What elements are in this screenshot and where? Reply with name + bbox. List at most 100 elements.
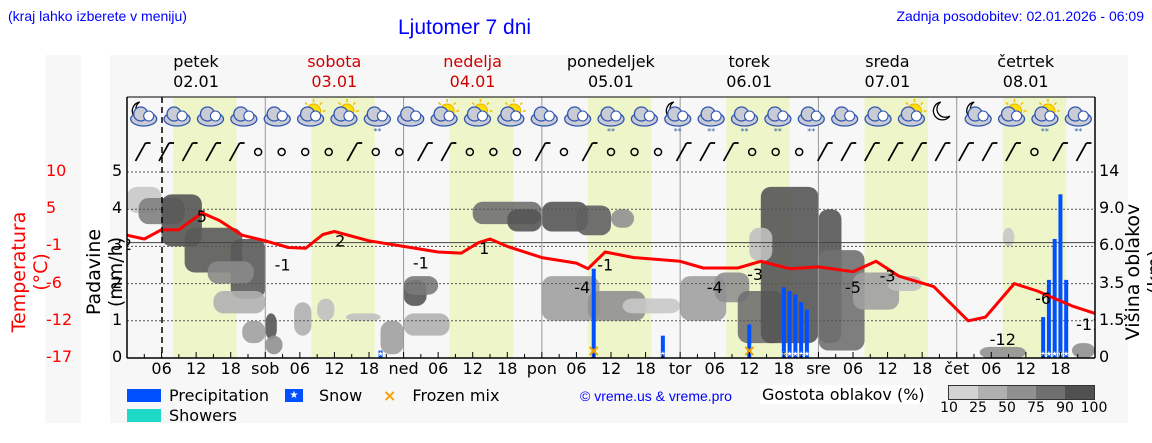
cloud-density-scale-label: 90 xyxy=(1056,400,1074,416)
cloud-icon xyxy=(230,106,258,127)
temperature-label: 2 xyxy=(335,231,345,250)
cloud-density-scale-label: 75 xyxy=(1027,400,1045,416)
x-axis-label: 18 xyxy=(773,359,795,378)
temperature-label: -1 xyxy=(413,254,429,273)
temperature-tick: 10 xyxy=(46,161,67,180)
day-date: 08.01 xyxy=(1002,72,1049,91)
day-header-3: ponedeljek 05.01 xyxy=(542,52,680,92)
cloud-icon xyxy=(563,106,592,127)
cloud-snow-icon: ** xyxy=(797,106,825,136)
temperature-label: -11 xyxy=(1076,315,1102,334)
x-axis-label: 06 xyxy=(842,359,864,378)
temperature-tick: -6 xyxy=(46,272,62,292)
day-header-1: sobota 03.01 xyxy=(265,52,403,92)
cloud-density-scale-label: 50 xyxy=(998,400,1016,416)
day-header-6: četrtek 08.01 xyxy=(957,52,1095,92)
day-name: ponedeljek xyxy=(566,52,655,71)
temperature-label: 2 xyxy=(122,235,132,254)
legend-snow: ★ Snow xyxy=(285,386,362,405)
svg-text:★: ★ xyxy=(1052,350,1058,358)
precip-tick: 1 xyxy=(112,309,123,329)
temperature-label: -1 xyxy=(597,256,613,275)
cloud-icon xyxy=(630,106,659,127)
cloud-height-tick: 0 xyxy=(1099,347,1110,366)
sun-cloud-icon xyxy=(430,99,460,127)
x-axis-label: čet xyxy=(944,359,970,378)
cloud-height-tick: 9.0 xyxy=(1099,198,1125,218)
temperature-label: -6 xyxy=(1035,289,1051,308)
cloud-snow-icon: ** xyxy=(1064,106,1092,136)
copyright-link[interactable]: © vreme.us & vreme.pro xyxy=(580,388,732,404)
x-axis-label: 12 xyxy=(185,359,207,378)
day-date: 04.01 xyxy=(449,72,496,91)
temperature-tick: 5 xyxy=(46,198,57,218)
cloud-snow-icon: ** xyxy=(697,106,725,136)
moon-cloud-icon xyxy=(130,101,158,127)
x-axis-label: 06 xyxy=(151,359,172,378)
sun-cloud-icon xyxy=(463,99,493,127)
svg-text:★: ★ xyxy=(1046,350,1052,358)
temperature-label: -4 xyxy=(574,278,590,297)
cloud-density-scale xyxy=(948,385,1095,400)
precip-tick: 4 xyxy=(112,198,123,218)
temperature-tick: -1 xyxy=(46,235,62,255)
cloud-icon xyxy=(196,106,225,127)
cloud-icon xyxy=(831,106,859,127)
cloud-height-tick: 3.5 xyxy=(1099,272,1125,292)
svg-text:★: ★ xyxy=(804,350,810,358)
legend-precipitation-label: Precipitation xyxy=(169,386,270,405)
svg-text:**: ** xyxy=(707,127,715,136)
temperature-label: -4 xyxy=(707,278,723,297)
x-axis-label: 06 xyxy=(704,359,725,378)
precipitation-swatch-icon xyxy=(127,389,161,402)
legend-frozen-mix: × Frozen mix xyxy=(383,386,499,405)
day-name: sreda xyxy=(865,52,910,71)
precip-tick: 5 xyxy=(112,161,123,180)
svg-text:★: ★ xyxy=(786,350,792,358)
temperature-tick: -17 xyxy=(46,347,73,366)
cloud-icon xyxy=(530,106,558,127)
moon-icon xyxy=(932,101,951,121)
x-axis-label: 12 xyxy=(324,359,345,378)
temperature-label: -3 xyxy=(880,267,896,286)
day-name: petek xyxy=(173,52,219,71)
svg-text:**: ** xyxy=(774,127,782,136)
moon-cloud-snow-icon: ** xyxy=(664,101,692,136)
cloud-snow-icon: ** xyxy=(764,106,792,136)
cloud-density-label: Gostota oblakov (%) xyxy=(760,385,927,404)
page-title: Ljutomer 7 dni xyxy=(398,16,532,39)
day-date: 05.01 xyxy=(587,72,634,91)
day-date: 02.01 xyxy=(173,72,219,91)
x-axis-label: 12 xyxy=(462,359,483,378)
day-name: sobota xyxy=(307,52,362,71)
cloud-height-tick: 1.5 xyxy=(1099,309,1125,329)
cloud-icon xyxy=(397,106,425,127)
cloud-icon xyxy=(864,106,892,127)
day-name: četrtek xyxy=(997,52,1055,71)
svg-text:**: ** xyxy=(373,127,381,136)
x-axis-label: pon xyxy=(526,359,557,378)
x-axis-label: 06 xyxy=(427,359,449,378)
x-axis-label: 18 xyxy=(911,359,933,378)
legend-frozen-mix-label: Frozen mix xyxy=(412,386,500,405)
cloud-snow-icon: ** xyxy=(597,106,625,136)
legend-showers: Showers xyxy=(127,406,237,425)
legend-snow-label: Snow xyxy=(319,386,363,405)
x-axis-label: 12 xyxy=(739,359,760,378)
temperature-label: 5 xyxy=(197,207,207,226)
sun-cloud-icon xyxy=(330,99,359,127)
precip-tick: 2 xyxy=(112,272,123,292)
x-axis-label: 18 xyxy=(635,359,656,378)
x-axis-label: 06 xyxy=(981,359,1002,378)
sun-cloud-icon xyxy=(497,99,526,127)
location-hint: (kraj lahko izberete v meniju) xyxy=(8,8,187,24)
day-name: nedelja xyxy=(443,52,502,71)
x-axis-label: ned xyxy=(388,359,419,378)
x-axis-label: 06 xyxy=(566,359,587,378)
cloud-snow-icon: ** xyxy=(363,106,391,136)
x-axis-label: 18 xyxy=(1050,359,1071,378)
cloud-height-tick: 6.0 xyxy=(1099,235,1125,255)
x-axis-label: 12 xyxy=(877,359,898,378)
day-name: torek xyxy=(728,52,770,71)
